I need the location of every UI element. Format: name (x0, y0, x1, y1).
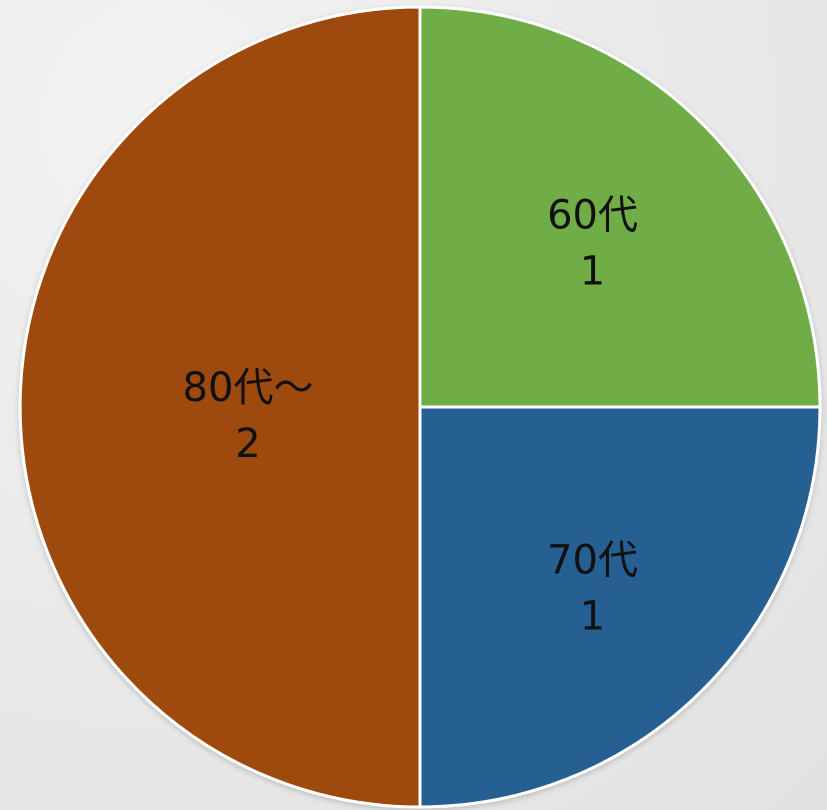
slice-category-label: 80代～ (183, 365, 314, 411)
slice-label-0: 60代 1 (547, 192, 638, 294)
slice-value-label: 2 (235, 421, 260, 467)
slice-label-1: 70代 1 (547, 538, 638, 640)
pie-slice-1 (418, 405, 822, 809)
slice-category-label: 60代 (547, 192, 638, 238)
pie-slices (18, 5, 822, 809)
slice-value-label: 1 (580, 594, 605, 640)
pie-slice-0 (418, 5, 822, 409)
pie-slice-2 (18, 5, 422, 809)
slice-label-2: 80代～ 2 (183, 365, 314, 467)
slice-value-label: 1 (580, 248, 605, 294)
slice-category-label: 70代 (547, 538, 638, 584)
